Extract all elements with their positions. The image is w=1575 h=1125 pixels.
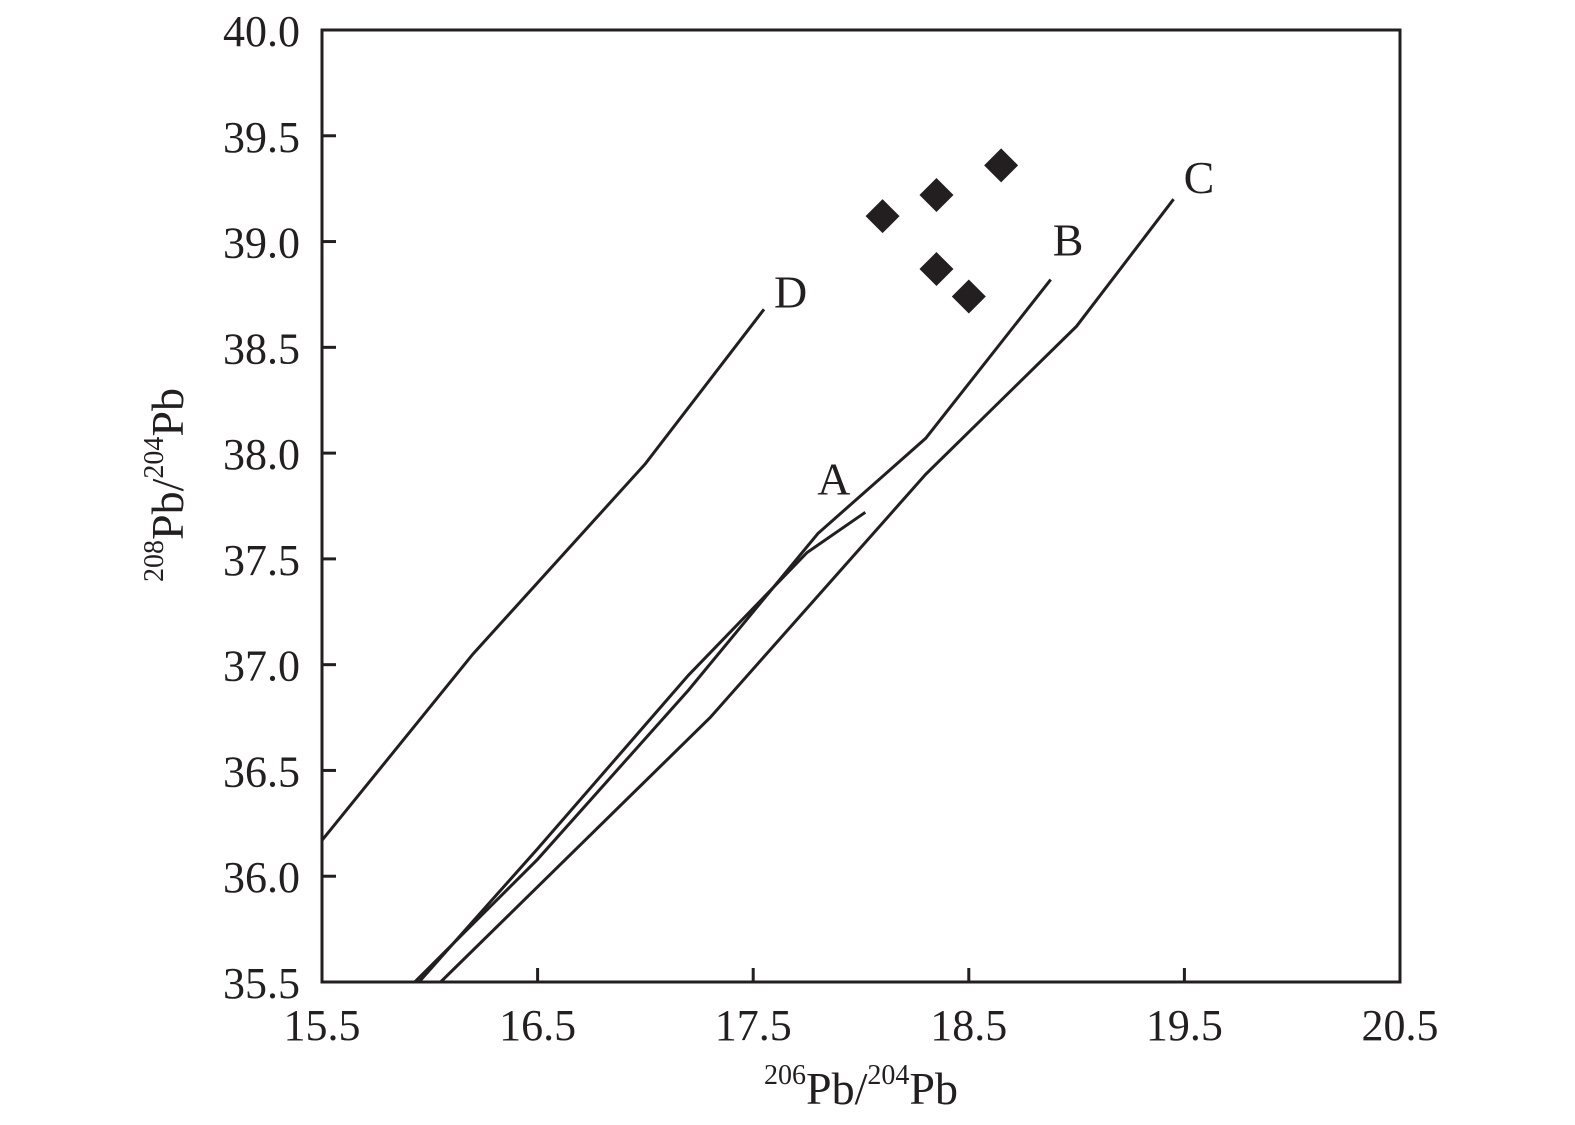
curve-label-c: C (1184, 152, 1215, 203)
curve-b-line (413, 278, 1052, 984)
curve-label-a: A (817, 453, 850, 504)
curve-label-b: B (1053, 215, 1084, 266)
y-tick-label: 38.5 (223, 324, 300, 373)
sample-diamond-marker (865, 199, 900, 234)
y-tick-label: 40.0 (223, 7, 300, 56)
curve-labels: A B C D (774, 152, 1214, 504)
y-tick-label: 35.5 (223, 959, 300, 1008)
sample-diamond-marker (919, 252, 954, 287)
x-tick-label: 15.5 (284, 1001, 361, 1050)
x-tick-label: 16.5 (499, 1001, 576, 1050)
model-curves (320, 198, 1175, 984)
y-tick-label: 37.5 (223, 536, 300, 585)
sample-markers (865, 148, 1019, 314)
x-tick-label: 17.5 (715, 1001, 792, 1050)
sample-diamond-marker (919, 178, 954, 213)
sample-diamond-marker (951, 279, 986, 314)
x-tick-label: 19.5 (1146, 1001, 1223, 1050)
plot-frame (320, 28, 1402, 984)
x-axis-title: 206Pb/204Pb (764, 1060, 958, 1114)
y-tick-label: 39.5 (223, 113, 300, 162)
x-tick-label: 18.5 (930, 1001, 1007, 1050)
y-tick-label: 39.0 (223, 219, 300, 268)
curve-d-line (320, 308, 766, 842)
curve-c-line (439, 198, 1175, 984)
x-axis-ticks: 15.5 16.5 17.5 18.5 19.5 20.5 (284, 968, 1439, 1050)
y-tick-label: 37.0 (223, 642, 300, 691)
y-tick-label: 36.0 (223, 853, 300, 902)
y-axis-ticks: 35.5 36.0 36.5 37.0 37.5 38.0 38.5 39.0 39.5 40.0 (223, 7, 336, 1008)
y-axis-title: 208Pb/204Pb (139, 388, 193, 582)
sample-diamond-marker (984, 148, 1019, 183)
x-tick-label: 20.5 (1362, 1001, 1439, 1050)
y-tick-label: 36.5 (223, 747, 300, 796)
curve-label-d: D (774, 266, 807, 317)
y-tick-label: 38.0 (223, 430, 300, 479)
curve-a-line (417, 511, 867, 983)
